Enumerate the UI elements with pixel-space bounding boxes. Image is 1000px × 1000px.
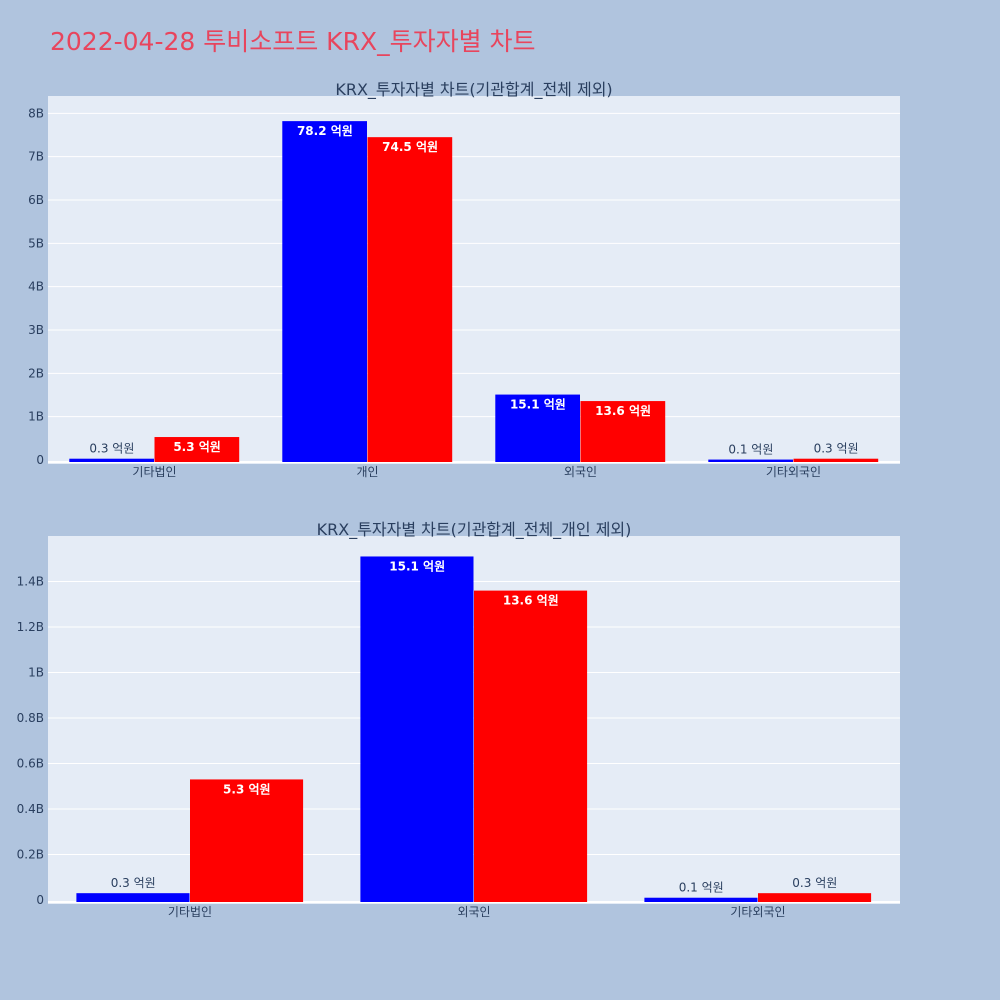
bar-value-label: 0.3 억원 bbox=[814, 442, 859, 456]
bar-labels: 0.3 억원 5.3 억원 15.1 억원 13.6 억원 0.1 억원 0.3 억원 bbox=[111, 559, 838, 894]
bar bbox=[708, 459, 793, 462]
bar bbox=[758, 893, 872, 902]
y-tick-label: 1.2B bbox=[17, 620, 44, 634]
bar bbox=[282, 121, 367, 462]
bar bbox=[69, 458, 154, 462]
plot-background bbox=[48, 96, 900, 464]
y-tick-label: 0 bbox=[36, 893, 44, 907]
chart-title: KRX_투자자별 차트(기관합계_전체 제외) bbox=[335, 80, 612, 100]
x-tick-label: 기타외국인 bbox=[730, 905, 785, 919]
bar bbox=[644, 897, 758, 902]
x-tick-label: 기타외국인 bbox=[766, 465, 821, 479]
page-title: 2022-04-28 투비소프트 KRX_투자자별 차트 bbox=[50, 27, 536, 56]
bar-value-label: 0.3 억원 bbox=[792, 876, 837, 890]
y-tick-label: 0 bbox=[36, 453, 44, 467]
y-tick-label: 3B bbox=[28, 323, 44, 337]
y-tick-label: 1B bbox=[28, 666, 44, 680]
bar-value-label: 13.6 억원 bbox=[503, 594, 559, 608]
bar-value-label: 5.3 억원 bbox=[223, 782, 271, 796]
y-tick-label: 0.8B bbox=[17, 711, 44, 725]
x-tick-label: 외국인 bbox=[564, 465, 597, 479]
x-tick-label: 개인 bbox=[356, 465, 378, 479]
bars bbox=[69, 121, 879, 462]
axis-ticks: 0 1B 2B 3B 4B 5B 6B 7B 8B 기타법인 개인 외국인 기타외국인 bbox=[28, 106, 821, 479]
bar bbox=[495, 394, 580, 462]
x-tick-label: 기타법인 bbox=[168, 905, 212, 919]
bar bbox=[793, 458, 879, 462]
bar bbox=[360, 556, 474, 902]
y-tick-label: 5B bbox=[28, 236, 44, 250]
bar bbox=[367, 137, 453, 462]
y-tick-label: 0.6B bbox=[17, 757, 44, 771]
bar-value-label: 13.6 억원 bbox=[595, 404, 651, 418]
y-tick-label: 7B bbox=[28, 150, 44, 164]
bar-labels: 0.3 억원 5.3 억원 78.2 억원 74.5 억원 15.1 억원 13.6 억원… bbox=[89, 124, 858, 456]
x-tick-label: 기타법인 bbox=[132, 465, 176, 479]
bar-value-label: 78.2 억원 bbox=[297, 124, 353, 138]
x-tick-label: 외국인 bbox=[457, 905, 490, 919]
bar-value-label: 0.1 억원 bbox=[728, 443, 773, 457]
bars bbox=[76, 556, 872, 902]
y-tick-label: 1B bbox=[28, 410, 44, 424]
y-tick-label: 0.2B bbox=[17, 848, 44, 862]
y-tick-label: 2B bbox=[28, 366, 44, 380]
chart-bottom: 0.3 억원 5.3 억원 15.1 억원 13.6 억원 0.1 억원 0.3 억원 0… bbox=[17, 520, 900, 919]
chart-title: KRX_투자자별 차트(기관합계_전체_개인 제외) bbox=[317, 520, 632, 540]
y-tick-label: 8B bbox=[28, 106, 44, 120]
bar bbox=[190, 779, 304, 902]
bar-value-label: 0.1 억원 bbox=[679, 881, 724, 895]
y-tick-label: 0.4B bbox=[17, 802, 44, 816]
y-tick-label: 1.4B bbox=[17, 575, 44, 589]
y-tick-label: 6B bbox=[28, 193, 44, 207]
bar-value-label: 0.3 억원 bbox=[89, 442, 134, 456]
bar-value-label: 5.3 억원 bbox=[173, 440, 221, 454]
axis-ticks: 0 0.2B 0.4B 0.6B 0.8B 1B 1.2B 1.4B 기타법인 외국인 기타외국인 bbox=[17, 575, 786, 920]
chart-top: 0.3 억원 5.3 억원 78.2 억원 74.5 억원 15.1 억원 13.6 억원… bbox=[28, 80, 900, 479]
bar-value-label: 74.5 억원 bbox=[382, 140, 438, 154]
bar bbox=[76, 893, 190, 902]
bar bbox=[154, 437, 240, 462]
bar-value-label: 15.1 억원 bbox=[389, 559, 445, 573]
bar bbox=[474, 590, 588, 902]
bar bbox=[580, 401, 666, 462]
y-tick-label: 4B bbox=[28, 280, 44, 294]
bar-value-label: 15.1 억원 bbox=[510, 398, 566, 412]
bar-value-label: 0.3 억원 bbox=[111, 876, 156, 890]
